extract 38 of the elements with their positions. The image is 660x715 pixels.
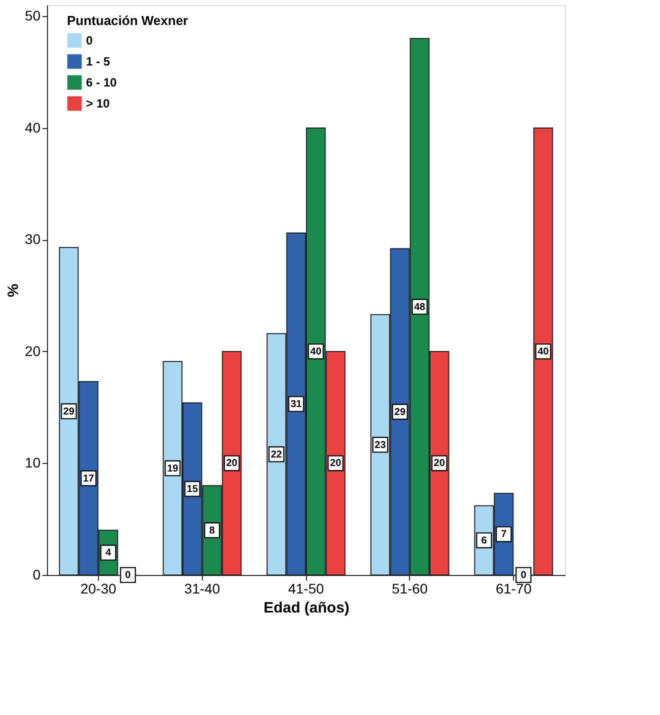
legend-label: 0 <box>86 34 93 48</box>
data-label: 17 <box>82 473 95 484</box>
y-tick-label: 50 <box>24 8 41 24</box>
data-label: 31 <box>290 399 302 410</box>
data-label: 48 <box>414 302 426 313</box>
data-label: 40 <box>310 346 322 358</box>
y-tick-label: 40 <box>24 119 41 136</box>
data-label: 6 <box>481 535 488 546</box>
y-tick-label: 0 <box>32 566 41 582</box>
data-label: 15 <box>186 484 198 495</box>
data-label: 0 <box>125 570 132 581</box>
data-label: 29 <box>63 406 75 418</box>
y-tick-label: 30 <box>24 231 41 248</box>
data-label: 7 <box>500 529 507 540</box>
data-label: 8 <box>209 525 216 536</box>
data-label: 29 <box>394 406 406 418</box>
y-axis-title: % <box>4 284 22 298</box>
data-label: 20 <box>434 458 446 470</box>
data-label: 23 <box>374 440 386 451</box>
x-tick-label: 61-70 <box>496 580 532 596</box>
x-tick-label: 41-50 <box>288 580 324 596</box>
legend-label: 1 - 5 <box>86 54 110 68</box>
legend-label: 6 - 10 <box>86 76 118 90</box>
x-axis-title: Edad (años) <box>264 600 350 616</box>
data-label: 40 <box>538 346 550 358</box>
legend-title: Puntuación Wexner <box>67 13 188 28</box>
y-tick-label: 20 <box>24 342 41 359</box>
data-label: 19 <box>167 463 179 474</box>
x-tick-label: 51-60 <box>392 580 428 596</box>
y-tick-label: 10 <box>24 454 41 471</box>
data-label: 20 <box>330 458 342 470</box>
data-label: 0 <box>520 570 527 581</box>
x-tick-label: 20-30 <box>80 580 116 596</box>
data-label: 20 <box>226 458 238 470</box>
x-tick-label: 31-40 <box>184 580 220 596</box>
data-label: 22 <box>270 449 282 460</box>
data-label: 4 <box>105 548 112 559</box>
legend-label: > 10 <box>86 96 110 110</box>
